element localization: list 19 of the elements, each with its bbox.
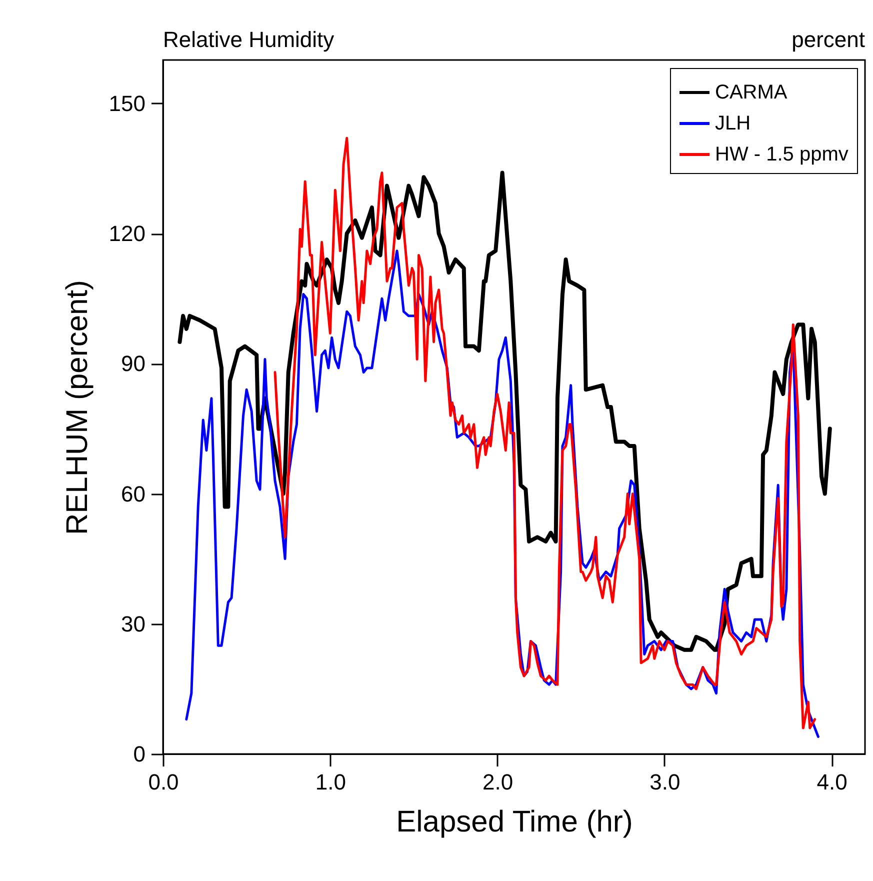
x-tick-label: 1.0: [315, 770, 346, 794]
x-axis-title: Elapsed Time (hr): [396, 806, 633, 838]
y-axis-title: RELHUM (percent): [60, 280, 94, 536]
legend-label: HW - 1.5 ppmv: [715, 144, 848, 166]
chart-title: Relative Humidity: [163, 27, 334, 52]
line-series: [178, 170, 832, 652]
text: percent: [792, 27, 865, 52]
y-tick-label: 0: [133, 742, 146, 766]
x-tick-label: 0.0: [148, 770, 179, 794]
legend-label: CARMA: [715, 82, 788, 104]
x-tick-label: 3.0: [650, 770, 680, 794]
y-tick-label: 60: [121, 481, 146, 506]
x-tick-label: 2.0: [482, 770, 514, 794]
y-tick-label: 120: [108, 221, 146, 246]
y-tick-label: 30: [121, 611, 146, 636]
legend-label: JLH: [715, 112, 751, 134]
y-tick-label: 150: [108, 90, 146, 116]
x-tick-label: 4.0: [816, 770, 848, 794]
y-tick-label: 90: [121, 351, 146, 376]
